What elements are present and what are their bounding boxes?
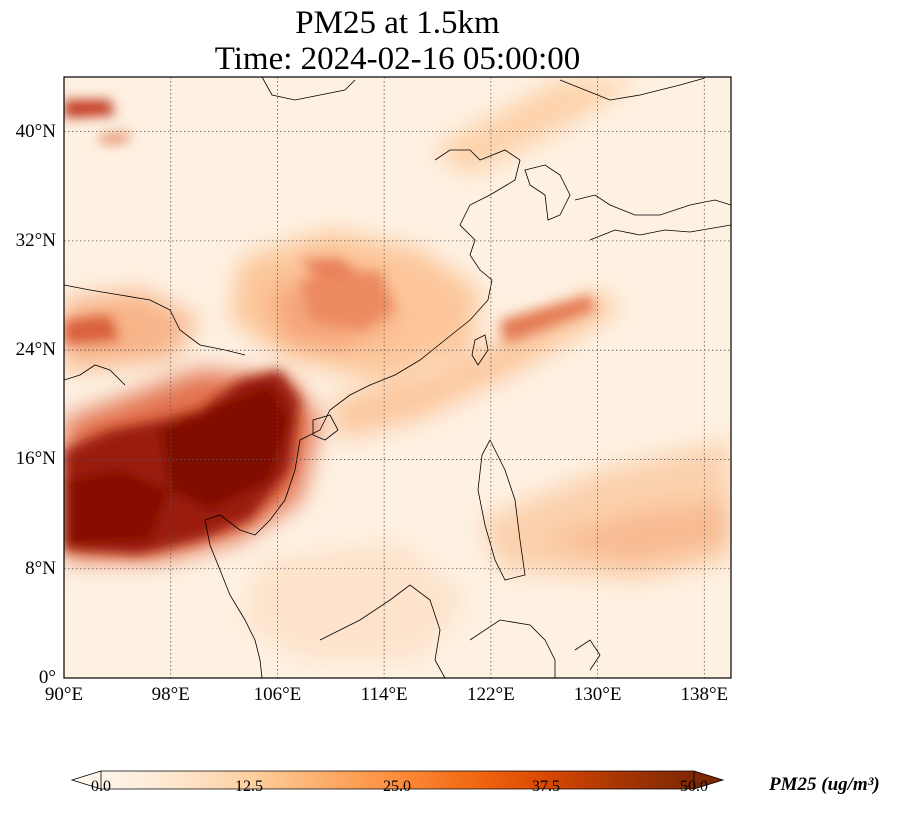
- colorbar-gradient: [101, 771, 694, 789]
- coastlines: [64, 77, 731, 678]
- colorbar-extend-high: [693, 770, 725, 790]
- lat-tick-label: 24°N: [15, 339, 56, 361]
- pm25-field: [64, 77, 731, 678]
- map-frame: [63, 76, 732, 679]
- colorbar-tick-label: 50.0: [680, 778, 708, 795]
- lon-tick-label: 90°E: [44, 684, 84, 705]
- lon-tick-label: 130°E: [573, 684, 622, 705]
- colorbar-tick-label: 12.5: [235, 778, 263, 795]
- colorbar-tick-label: 25.0: [383, 778, 411, 795]
- colorbar: [70, 770, 725, 790]
- lat-tick-label: 40°N: [15, 120, 56, 142]
- colorbar-label: PM25 (ug/m³): [769, 774, 880, 795]
- map-title: PM25 at 1.5km: [295, 5, 500, 41]
- lat-tick-label: 0°: [38, 667, 56, 688]
- lat-tick-label: 8°N: [25, 557, 56, 579]
- lon-tick-label: 106°E: [253, 684, 302, 705]
- lon-tick-label: 114°E: [360, 684, 408, 705]
- lat-tick-label: 16°N: [15, 448, 56, 470]
- lat-tick-label: 32°N: [15, 229, 56, 251]
- colorbar-tick-label: 0.0: [91, 778, 111, 795]
- colorbar-tick-label: 37.5: [532, 778, 560, 795]
- colorbar-extend-low: [70, 770, 102, 790]
- gridlines: [64, 77, 731, 678]
- lon-tick-label: 98°E: [151, 684, 190, 705]
- map-subtitle: Time: 2024-02-16 05:00:00: [214, 41, 581, 77]
- lon-tick-label: 138°E: [680, 684, 729, 705]
- lon-tick-label: 122°E: [467, 684, 515, 705]
